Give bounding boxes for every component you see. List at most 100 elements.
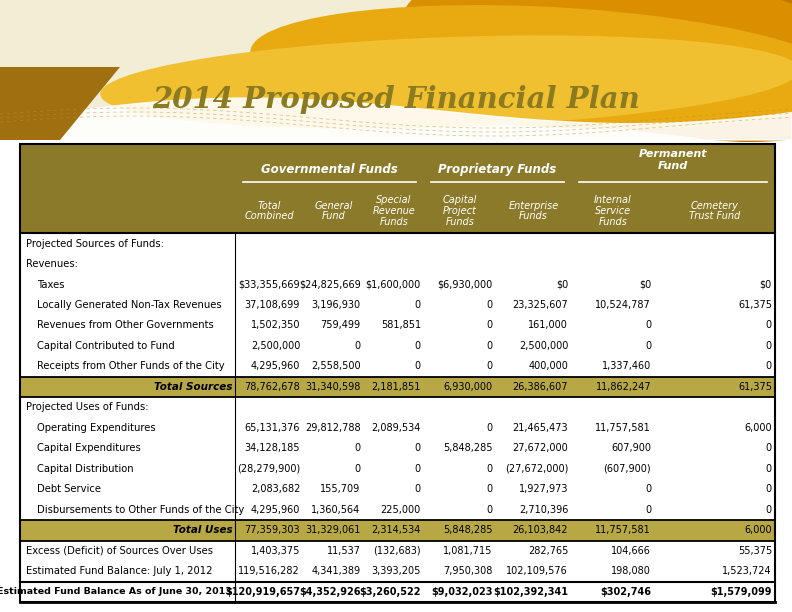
Text: 2,083,682: 2,083,682 (251, 484, 300, 494)
Text: $33,355,669: $33,355,669 (238, 280, 300, 289)
Text: 0: 0 (766, 321, 772, 330)
Text: 1,337,460: 1,337,460 (602, 362, 651, 371)
Text: 282,765: 282,765 (527, 546, 568, 556)
Text: 2,500,000: 2,500,000 (519, 341, 568, 351)
Text: Operating Expenditures: Operating Expenditures (36, 423, 155, 433)
Text: 1,403,375: 1,403,375 (251, 546, 300, 556)
Text: (28,279,900): (28,279,900) (237, 464, 300, 474)
Text: $24,825,669: $24,825,669 (299, 280, 360, 289)
Text: Capital
Project
Funds: Capital Project Funds (443, 195, 477, 227)
Text: 4,295,960: 4,295,960 (251, 505, 300, 515)
Text: 0: 0 (766, 464, 772, 474)
Text: $6,930,000: $6,930,000 (437, 280, 493, 289)
Text: 6,930,000: 6,930,000 (444, 382, 493, 392)
Text: $1,600,000: $1,600,000 (366, 280, 421, 289)
Text: Capital Contributed to Fund: Capital Contributed to Fund (36, 341, 174, 351)
Text: 23,325,607: 23,325,607 (512, 300, 568, 310)
FancyBboxPatch shape (20, 438, 775, 458)
Text: 0: 0 (766, 362, 772, 371)
Text: 607,900: 607,900 (611, 443, 651, 453)
Text: 1,523,724: 1,523,724 (722, 566, 772, 577)
Text: 2,089,534: 2,089,534 (371, 423, 421, 433)
Text: 0: 0 (486, 321, 493, 330)
Text: 198,080: 198,080 (611, 566, 651, 577)
FancyBboxPatch shape (20, 377, 775, 397)
Text: 4,295,960: 4,295,960 (251, 362, 300, 371)
Text: (607,900): (607,900) (604, 464, 651, 474)
Text: 0: 0 (645, 341, 651, 351)
Text: 0: 0 (766, 341, 772, 351)
Text: 4,341,389: 4,341,389 (311, 566, 360, 577)
Text: Total
Combined: Total Combined (245, 201, 294, 222)
Text: 61,375: 61,375 (738, 300, 772, 310)
Text: 78,762,678: 78,762,678 (245, 382, 300, 392)
Text: Permanent
Fund: Permanent Fund (639, 149, 707, 171)
Text: Capital Distribution: Capital Distribution (36, 464, 133, 474)
Text: 0: 0 (766, 443, 772, 453)
Text: 0: 0 (354, 464, 360, 474)
Text: $0: $0 (639, 280, 651, 289)
Text: (27,672,000): (27,672,000) (505, 464, 568, 474)
Text: Governmental Funds: Governmental Funds (261, 163, 398, 176)
Text: 400,000: 400,000 (528, 362, 568, 371)
Text: Debt Service: Debt Service (36, 484, 101, 494)
Ellipse shape (250, 5, 792, 129)
Text: 759,499: 759,499 (321, 321, 360, 330)
Text: 0: 0 (766, 484, 772, 494)
Text: 0: 0 (645, 321, 651, 330)
Text: 2,500,000: 2,500,000 (251, 341, 300, 351)
Text: 2,710,396: 2,710,396 (519, 505, 568, 515)
Text: 34,128,185: 34,128,185 (245, 443, 300, 453)
Text: 11,537: 11,537 (326, 546, 360, 556)
Text: $1,579,099: $1,579,099 (710, 587, 772, 597)
Text: $4,352,926: $4,352,926 (299, 587, 360, 597)
Text: 5,848,285: 5,848,285 (444, 525, 493, 536)
Text: 0: 0 (486, 362, 493, 371)
Text: 0: 0 (645, 505, 651, 515)
Text: Internal
Service
Funds: Internal Service Funds (594, 195, 631, 227)
Text: 0: 0 (354, 443, 360, 453)
Ellipse shape (402, 0, 792, 138)
Text: 26,103,842: 26,103,842 (512, 525, 568, 536)
Text: Disbursements to Other Funds of the City: Disbursements to Other Funds of the City (36, 505, 244, 515)
Text: 0: 0 (486, 300, 493, 310)
Text: 0: 0 (415, 484, 421, 494)
Text: 104,666: 104,666 (611, 546, 651, 556)
Text: 0: 0 (415, 362, 421, 371)
FancyBboxPatch shape (0, 0, 792, 140)
Text: Capital Expenditures: Capital Expenditures (36, 443, 140, 453)
Text: 1,081,715: 1,081,715 (444, 546, 493, 556)
Text: 27,672,000: 27,672,000 (512, 443, 568, 453)
Text: 3,393,205: 3,393,205 (371, 566, 421, 577)
Text: 77,359,303: 77,359,303 (245, 525, 300, 536)
Text: 11,862,247: 11,862,247 (596, 382, 651, 392)
FancyBboxPatch shape (20, 479, 775, 499)
FancyBboxPatch shape (20, 520, 775, 540)
Text: 0: 0 (486, 341, 493, 351)
Text: 161,000: 161,000 (528, 321, 568, 330)
Text: Estimated Fund Balance As of June 30, 2013: Estimated Fund Balance As of June 30, 20… (0, 588, 232, 596)
FancyBboxPatch shape (20, 581, 775, 602)
Text: 31,340,598: 31,340,598 (305, 382, 360, 392)
Text: 37,108,699: 37,108,699 (245, 300, 300, 310)
Text: 6,000: 6,000 (744, 525, 772, 536)
Text: 7,950,308: 7,950,308 (444, 566, 493, 577)
FancyBboxPatch shape (20, 417, 775, 438)
Text: $120,919,657: $120,919,657 (225, 587, 300, 597)
Text: Revenues:: Revenues: (26, 259, 78, 269)
Text: 31,329,061: 31,329,061 (305, 525, 360, 536)
Text: Special
Revenue
Funds: Special Revenue Funds (372, 195, 415, 227)
Text: 0: 0 (415, 464, 421, 474)
Text: 119,516,282: 119,516,282 (238, 566, 300, 577)
Text: Total Uses: Total Uses (173, 525, 232, 536)
Text: 2,181,851: 2,181,851 (371, 382, 421, 392)
Text: 102,109,576: 102,109,576 (506, 566, 568, 577)
FancyBboxPatch shape (20, 336, 775, 356)
Ellipse shape (560, 0, 792, 142)
FancyBboxPatch shape (20, 274, 775, 295)
Text: 225,000: 225,000 (381, 505, 421, 515)
Text: Locally Generated Non-Tax Revenues: Locally Generated Non-Tax Revenues (36, 300, 221, 310)
FancyBboxPatch shape (20, 561, 775, 581)
Text: $102,392,341: $102,392,341 (493, 587, 568, 597)
Text: 1,502,350: 1,502,350 (250, 321, 300, 330)
